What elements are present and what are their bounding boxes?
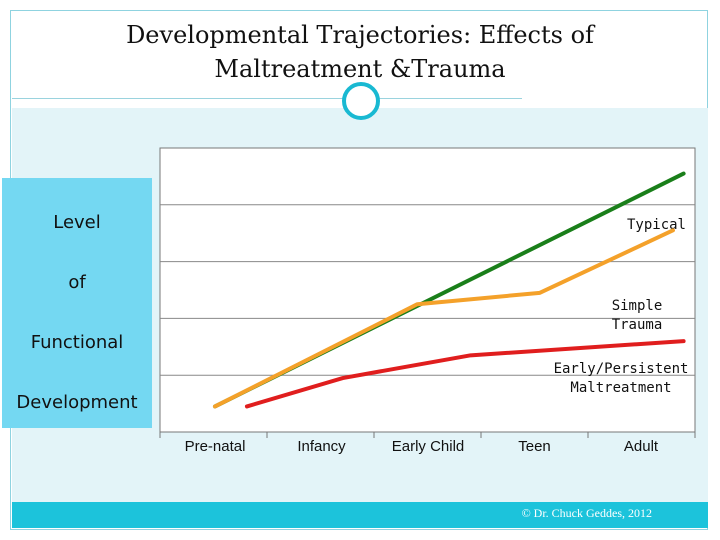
x-tick-label: Early Child bbox=[392, 438, 465, 455]
slide-title-line-1: Developmental Trajectories: Effects of bbox=[126, 21, 594, 49]
copyright-footer: © Dr. Chuck Geddes, 2012 bbox=[521, 506, 652, 520]
y-axis-label-line-1: Level bbox=[53, 212, 101, 233]
y-axis-label-line-3: Functional bbox=[30, 332, 124, 353]
footer-bar bbox=[12, 502, 708, 528]
y-axis-label-line-2: of bbox=[68, 272, 86, 293]
slide-title-line-2: Maltreatment &Trauma bbox=[214, 55, 506, 83]
y-axis-label-box: Level of Functional Development bbox=[2, 178, 152, 428]
series-label: Maltreatment bbox=[570, 380, 671, 396]
x-tick-label: Infancy bbox=[297, 438, 346, 455]
slide-title: Developmental Trajectories: Effects of M… bbox=[0, 18, 720, 86]
series-label: Typical bbox=[627, 217, 686, 233]
x-tick-label: Adult bbox=[624, 438, 659, 455]
series-label: Simple bbox=[612, 298, 663, 314]
x-tick-label: Teen bbox=[518, 438, 551, 455]
plot-area bbox=[159, 147, 696, 433]
series-line bbox=[213, 228, 675, 409]
series-line bbox=[244, 339, 686, 409]
y-axis-label-line-4: Development bbox=[16, 392, 138, 413]
title-circle-ornament bbox=[342, 82, 380, 120]
series-label: Trauma bbox=[612, 317, 663, 333]
x-tick-label: Pre-natal bbox=[185, 438, 246, 455]
series-label: Early/Persistent bbox=[554, 361, 689, 377]
title-divider bbox=[12, 98, 522, 99]
